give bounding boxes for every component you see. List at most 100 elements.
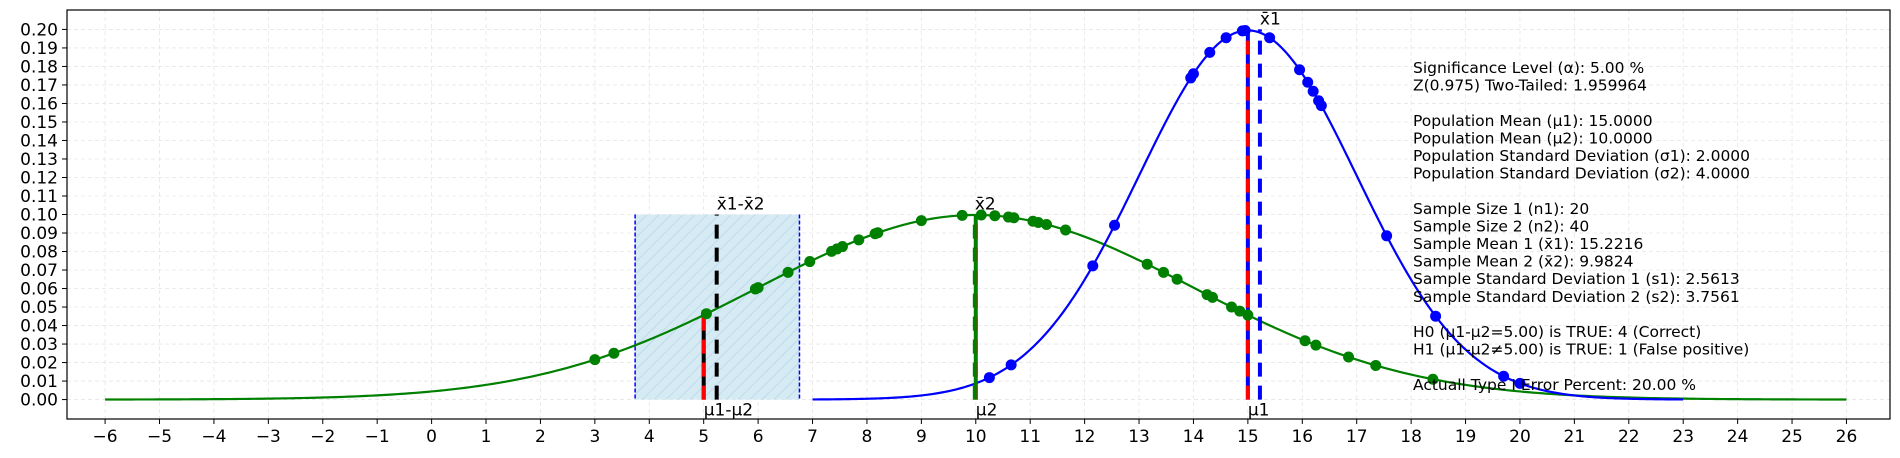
y-tick-label: 0.14 [20, 131, 58, 151]
y-tick-label: 0.11 [20, 187, 58, 207]
series-2-point [1381, 230, 1393, 242]
x-tick-label: 3 [589, 427, 600, 447]
info-line: Sample Mean 2 (x̄2): 9.9824 [1413, 253, 1634, 271]
series-1-point [836, 241, 848, 253]
hatch-line [635, 214, 720, 300]
series-2-point [1109, 219, 1121, 231]
hatch-line [749, 349, 800, 400]
y-tick-label: 0.16 [20, 94, 58, 114]
y-tick-label: 0.08 [20, 243, 58, 263]
info-line: Population Mean (μ1): 15.0000 [1413, 112, 1653, 130]
series-1-point [782, 266, 794, 278]
series-2-point [1187, 68, 1199, 80]
y-tick-label: 0.13 [20, 150, 58, 170]
series-1-point [853, 234, 865, 246]
series-1-point [752, 282, 764, 294]
hatch-line [635, 214, 756, 336]
y-tick-label: 0.07 [20, 261, 58, 281]
y-tick-label: 0.05 [20, 298, 58, 318]
reference-line-2-label: x̄1-x̄2 [717, 195, 765, 215]
x-tick-label: 2 [535, 427, 546, 447]
series-2-point [1220, 32, 1232, 44]
x-tick-label: 26 [1836, 427, 1858, 447]
series-1-point [700, 308, 712, 320]
info-line: H0 (μ1-μ2=5.00) is TRUE: 4 (Correct) [1413, 323, 1701, 341]
x-tick-label: 8 [862, 427, 873, 447]
y-tick-label: 0.19 [20, 39, 58, 59]
series-2-point [1239, 25, 1251, 37]
x-tick-label: 13 [1128, 427, 1150, 447]
info-line: Significance Level (α): 5.00 % [1413, 59, 1644, 77]
hatch-line [635, 214, 672, 252]
series-1-point [1234, 305, 1246, 317]
series-1-point [1141, 258, 1153, 270]
series-1-point [1008, 212, 1020, 224]
series-1-point [1427, 373, 1439, 385]
info-line: H1 (μ1-μ2≠5.00) is TRUE: 1 (False positi… [1413, 341, 1749, 359]
reference-line-3-label: μ2 [976, 401, 998, 421]
series-1-point [956, 209, 968, 221]
series-2-point [1315, 100, 1327, 112]
reference-line-4-label: x̄2 [975, 195, 996, 215]
info-line: Sample Standard Deviation 2 (s2): 3.7561 [1413, 288, 1740, 306]
reference-lines [701, 29, 1262, 400]
series-1-point [1171, 273, 1183, 285]
hatch-line [635, 214, 684, 264]
info-line: Sample Size 2 (n2): 40 [1413, 217, 1589, 235]
series-2-point [1294, 64, 1306, 76]
series-2-point [1498, 370, 1510, 382]
info-line: Sample Standard Deviation 1 (s1): 2.5613 [1413, 270, 1740, 288]
hatch-line [635, 217, 800, 384]
x-tick-label: 21 [1564, 427, 1586, 447]
series-1-point [975, 209, 987, 221]
series-2-point [1514, 377, 1526, 389]
series-1-point [589, 354, 601, 366]
info-line: Sample Mean 1 (x̄1): 15.2216 [1413, 235, 1643, 253]
y-tick-label: 0.15 [20, 113, 58, 133]
hatch-line [635, 214, 732, 312]
hatch-line [635, 214, 792, 372]
info-line: Z(0.975) Two-Tailed: 1.959964 [1413, 77, 1647, 95]
x-tick-label: 1 [481, 427, 492, 447]
series-1-point [1242, 309, 1254, 321]
y-tick-label: 0.09 [20, 224, 58, 244]
hatch-line [713, 313, 800, 400]
x-tick-label: 5 [698, 427, 709, 447]
reference-line-5-label: μ1 [1248, 401, 1270, 421]
hatch-line [677, 277, 800, 400]
series-1-point [1370, 359, 1382, 371]
hatch-line [635, 214, 696, 276]
x-tick-label: 14 [1183, 427, 1205, 447]
y-tick-label: 0.00 [20, 391, 58, 411]
series-1-point [1343, 351, 1355, 363]
y-tick-label: 0.02 [20, 354, 58, 374]
x-tick-label: 9 [916, 427, 927, 447]
x-tick-label: 12 [1074, 427, 1096, 447]
x-tick-label: 6 [753, 427, 764, 447]
hatch-line [635, 214, 744, 324]
series-2-point [1307, 85, 1319, 97]
x-tick-label: 24 [1727, 427, 1749, 447]
x-tick-label: 25 [1781, 427, 1803, 447]
hatch-line [635, 229, 800, 396]
series-1-point [1158, 266, 1170, 278]
series-1-point [872, 227, 884, 239]
x-tick-label: −2 [310, 427, 335, 447]
x-tick-label: −4 [201, 427, 226, 447]
info-panel: Significance Level (α): 5.00 %Z(0.975) T… [1413, 59, 1750, 394]
series-1-point [608, 347, 620, 359]
series-1-point [1041, 218, 1053, 230]
series-1-point [1206, 291, 1218, 303]
info-line: Population Standard Deviation (σ2): 4.00… [1413, 165, 1750, 183]
series-2-point [1430, 310, 1442, 322]
hatch-line [725, 325, 800, 400]
hatch-line [665, 265, 800, 400]
reference-line-1-label: μ1-μ2 [704, 401, 753, 421]
reference-line-6-label: x̄1 [1260, 9, 1281, 29]
hatch-line [701, 301, 800, 400]
x-tick-label: −6 [93, 427, 118, 447]
series-1-point [1060, 224, 1072, 236]
y-tick-label: 0.20 [20, 20, 58, 40]
x-tick-label: 22 [1618, 427, 1640, 447]
